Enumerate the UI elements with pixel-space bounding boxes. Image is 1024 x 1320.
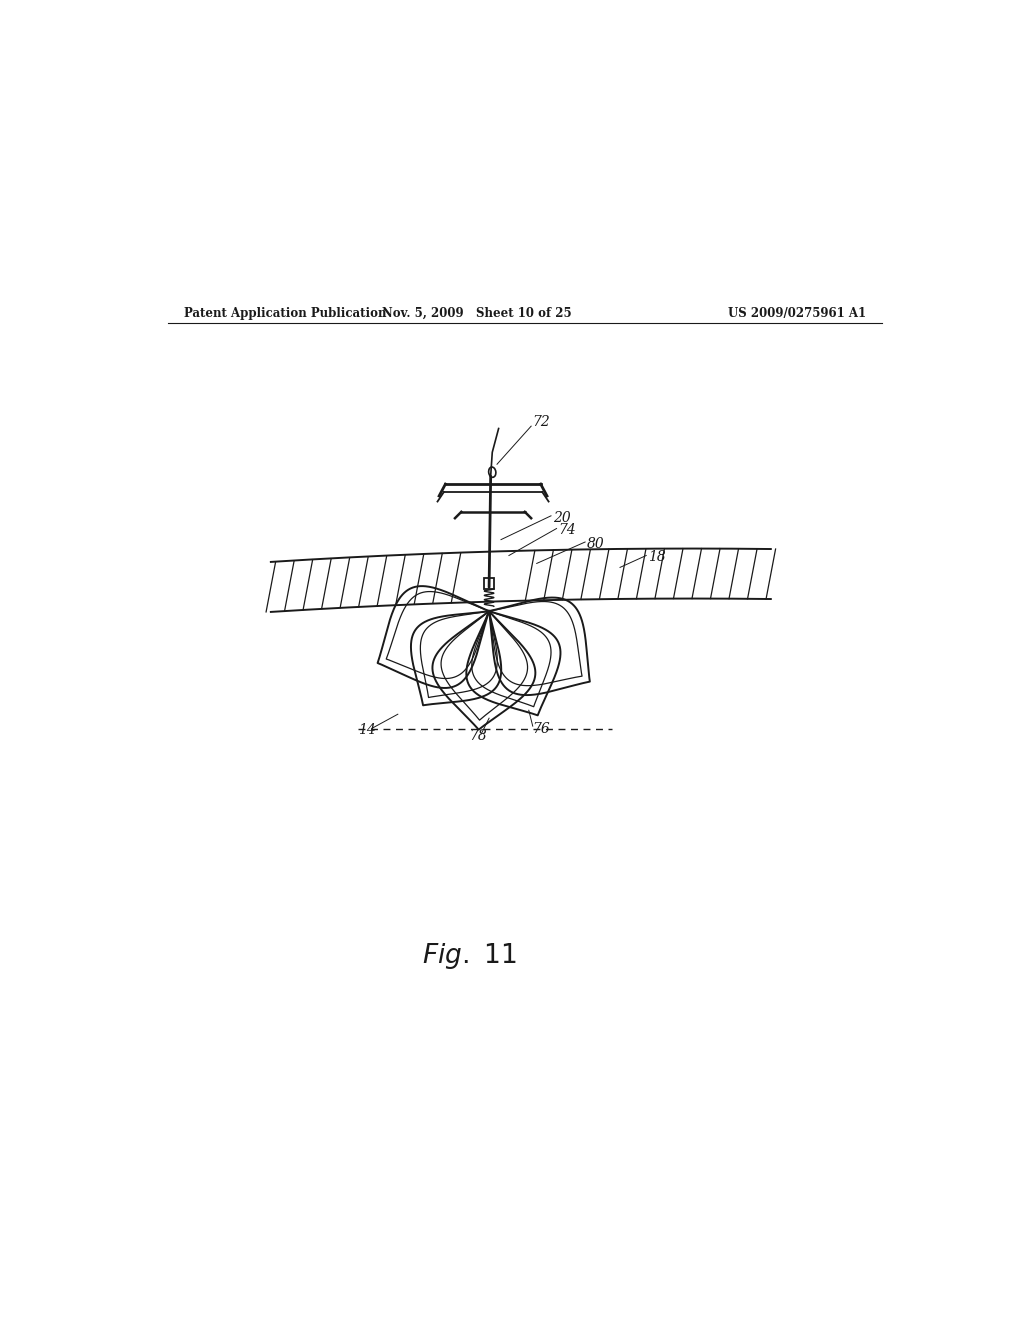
Text: US 2009/0275961 A1: US 2009/0275961 A1 (728, 308, 866, 319)
Text: Patent Application Publication: Patent Application Publication (183, 308, 386, 319)
Text: 78: 78 (469, 730, 487, 743)
Text: 72: 72 (532, 416, 551, 429)
Text: 18: 18 (648, 550, 666, 564)
Bar (484, 578, 494, 589)
Text: 80: 80 (587, 537, 604, 550)
Text: Nov. 5, 2009   Sheet 10 of 25: Nov. 5, 2009 Sheet 10 of 25 (382, 308, 572, 319)
Text: 14: 14 (358, 723, 376, 737)
Text: 74: 74 (558, 523, 575, 537)
Text: $\mathit{Fig.\ 11}$: $\mathit{Fig.\ 11}$ (422, 941, 516, 972)
Text: 76: 76 (532, 722, 551, 735)
Text: 20: 20 (553, 511, 570, 525)
